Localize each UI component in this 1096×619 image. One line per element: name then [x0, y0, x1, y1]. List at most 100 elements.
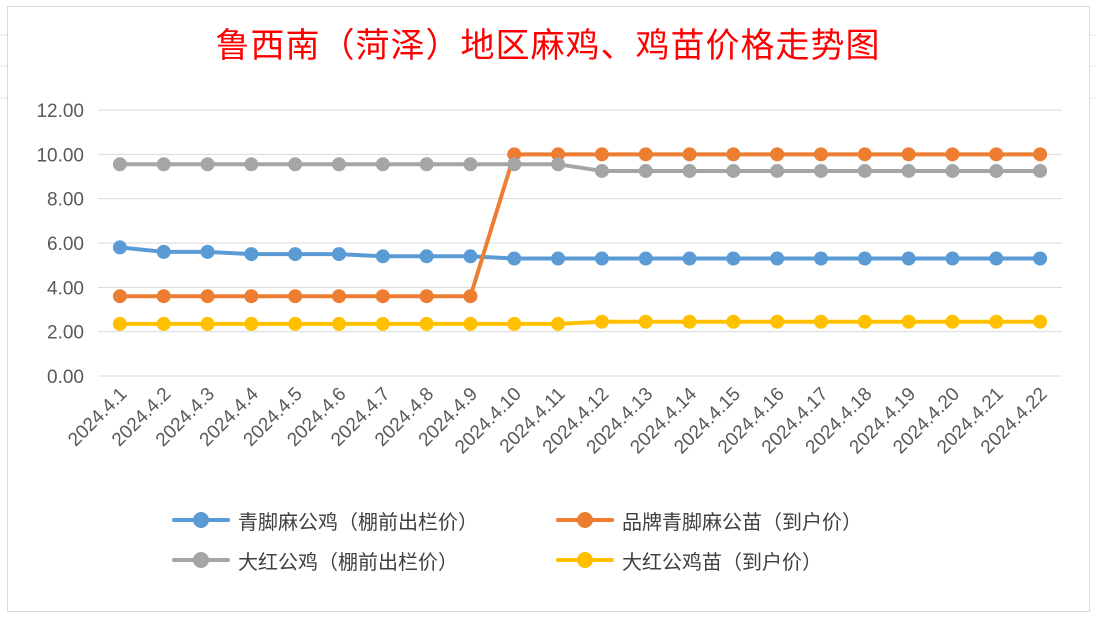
data-point: [244, 316, 259, 331]
data-point: [770, 314, 785, 329]
data-point: [551, 147, 566, 162]
legend-item: 大红公鸡苗（到户价）: [556, 545, 822, 575]
data-point: [419, 157, 434, 172]
data-point: [156, 244, 171, 259]
legend-label: 青脚麻公鸡（棚前出栏价）: [238, 509, 478, 534]
data-point: [682, 147, 697, 162]
data-point: [332, 157, 346, 172]
data-point: [770, 251, 785, 266]
legend-swatch: [556, 545, 614, 575]
data-point: [901, 251, 916, 266]
data-point: [989, 163, 1004, 178]
data-point: [507, 157, 522, 172]
data-point: [1033, 163, 1048, 178]
data-point: [288, 289, 303, 304]
data-point: [419, 316, 434, 331]
data-point: [901, 314, 916, 329]
data-point: [770, 163, 785, 178]
legend-label: 大红公鸡苗（到户价）: [622, 549, 822, 574]
data-point: [507, 147, 522, 162]
data-point: [857, 251, 872, 266]
data-point: [726, 251, 741, 266]
data-point: [156, 316, 171, 331]
data-point: [901, 147, 916, 162]
legend-item: 青脚麻公鸡（棚前出栏价）: [172, 505, 478, 535]
data-point: [463, 316, 478, 331]
data-point: [112, 157, 127, 172]
data-point: [375, 157, 390, 172]
y-tick-label: 12.00: [36, 101, 84, 122]
data-point: [419, 249, 434, 264]
data-point: [682, 251, 697, 266]
data-point: [594, 251, 609, 266]
data-point: [945, 147, 960, 162]
data-point: [989, 251, 1004, 266]
legend-item: 品牌青脚麻公苗（到户价）: [556, 505, 862, 535]
series-line: [117, 319, 1043, 326]
data-point: [419, 289, 434, 304]
data-point: [507, 251, 522, 266]
data-point: [112, 316, 127, 331]
data-point: [463, 249, 478, 264]
data-point: [463, 289, 478, 304]
data-point: [638, 163, 653, 178]
data-point: [112, 289, 127, 304]
y-tick-label: 4.00: [47, 278, 84, 299]
data-point: [332, 316, 346, 331]
chart-area[interactable]: [7, 6, 1090, 612]
data-point: [682, 314, 697, 329]
data-point: [507, 316, 522, 331]
legend-label: 大红公鸡（棚前出栏价）: [238, 549, 458, 574]
data-point: [244, 247, 259, 262]
legend-swatch: [172, 505, 230, 535]
data-point: [156, 289, 171, 304]
data-point: [989, 147, 1004, 162]
y-tick-label: 0.00: [47, 367, 84, 388]
data-point: [200, 289, 215, 304]
y-tick-label: 8.00: [47, 190, 84, 211]
data-point: [857, 163, 872, 178]
data-point: [594, 147, 609, 162]
data-point: [1033, 251, 1048, 266]
data-point: [638, 314, 653, 329]
data-point: [594, 163, 609, 178]
data-point: [332, 289, 346, 304]
data-point: [112, 240, 127, 255]
data-point: [200, 157, 215, 172]
data-point: [726, 314, 741, 329]
legend-swatch: [556, 505, 614, 535]
data-point: [375, 316, 390, 331]
data-point: [156, 157, 171, 172]
data-point: [857, 314, 872, 329]
data-point: [332, 247, 346, 262]
data-point: [551, 251, 566, 266]
legend-item: 大红公鸡（棚前出栏价）: [172, 545, 458, 575]
legend-label: 品牌青脚麻公苗（到户价）: [622, 509, 862, 534]
series-line: [117, 152, 1043, 299]
legend-swatch: [172, 545, 230, 575]
y-tick-label: 2.00: [47, 323, 84, 344]
data-point: [814, 251, 828, 266]
data-point: [375, 249, 390, 264]
data-point: [375, 289, 390, 304]
data-point: [814, 314, 828, 329]
data-point: [814, 147, 828, 162]
data-point: [638, 251, 653, 266]
data-point: [726, 163, 741, 178]
data-point: [726, 147, 741, 162]
data-point: [288, 157, 303, 172]
data-point: [814, 163, 828, 178]
series-line: [117, 162, 1043, 173]
data-point: [463, 157, 478, 172]
data-point: [551, 157, 566, 172]
data-point: [638, 147, 653, 162]
data-point: [770, 147, 785, 162]
data-point: [945, 314, 960, 329]
data-point: [901, 163, 916, 178]
data-point: [1033, 314, 1048, 329]
series-line: [117, 245, 1043, 261]
data-point: [288, 316, 303, 331]
data-point: [989, 314, 1004, 329]
data-point: [682, 163, 697, 178]
